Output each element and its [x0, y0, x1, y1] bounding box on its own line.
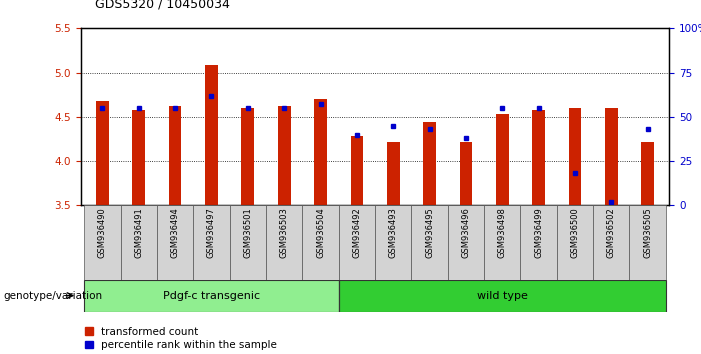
Bar	[84, 280, 339, 312]
Bar	[132, 110, 145, 205]
Bar	[496, 114, 509, 205]
Text: GSM936500: GSM936500	[571, 207, 580, 258]
Text: wild type: wild type	[477, 291, 528, 301]
Text: GSM936495: GSM936495	[425, 207, 434, 258]
Bar	[569, 108, 581, 205]
Bar	[448, 205, 484, 280]
Text: GSM936505: GSM936505	[643, 207, 652, 258]
Bar	[484, 205, 520, 280]
Bar	[387, 142, 400, 205]
Bar	[302, 205, 339, 280]
Bar	[278, 106, 290, 205]
Text: GSM936496: GSM936496	[461, 207, 470, 258]
Bar	[520, 205, 557, 280]
Bar	[266, 205, 302, 280]
Text: GSM936501: GSM936501	[243, 207, 252, 258]
Text: genotype/variation: genotype/variation	[4, 291, 102, 301]
Text: GSM936497: GSM936497	[207, 207, 216, 258]
Bar	[557, 205, 593, 280]
Bar	[157, 205, 193, 280]
Bar	[314, 99, 327, 205]
Bar	[350, 136, 363, 205]
Text: GSM936491: GSM936491	[135, 207, 143, 258]
Bar	[339, 280, 666, 312]
Bar	[641, 142, 654, 205]
Text: GDS5320 / 10450034: GDS5320 / 10450034	[95, 0, 229, 11]
Bar	[241, 108, 254, 205]
Text: GSM936503: GSM936503	[280, 207, 289, 258]
Bar	[96, 101, 109, 205]
Bar	[339, 205, 375, 280]
Bar	[121, 205, 157, 280]
Bar	[230, 205, 266, 280]
Text: GSM936490: GSM936490	[98, 207, 107, 258]
Text: Pdgf-c transgenic: Pdgf-c transgenic	[163, 291, 260, 301]
Text: GSM936499: GSM936499	[534, 207, 543, 258]
Bar	[629, 205, 666, 280]
Bar	[205, 65, 218, 205]
Text: GSM936492: GSM936492	[353, 207, 361, 258]
Bar	[193, 205, 230, 280]
Text: GSM936493: GSM936493	[389, 207, 397, 258]
Bar	[593, 205, 629, 280]
Bar	[411, 205, 448, 280]
Text: GSM936494: GSM936494	[170, 207, 179, 258]
Text: GSM936504: GSM936504	[316, 207, 325, 258]
Bar	[460, 142, 472, 205]
Bar	[375, 205, 411, 280]
Bar	[605, 108, 618, 205]
Text: GSM936498: GSM936498	[498, 207, 507, 258]
Bar	[169, 106, 182, 205]
Bar	[423, 122, 436, 205]
Bar	[84, 205, 121, 280]
Text: GSM936502: GSM936502	[607, 207, 615, 258]
Bar	[532, 110, 545, 205]
Legend: transformed count, percentile rank within the sample: transformed count, percentile rank withi…	[81, 322, 282, 354]
